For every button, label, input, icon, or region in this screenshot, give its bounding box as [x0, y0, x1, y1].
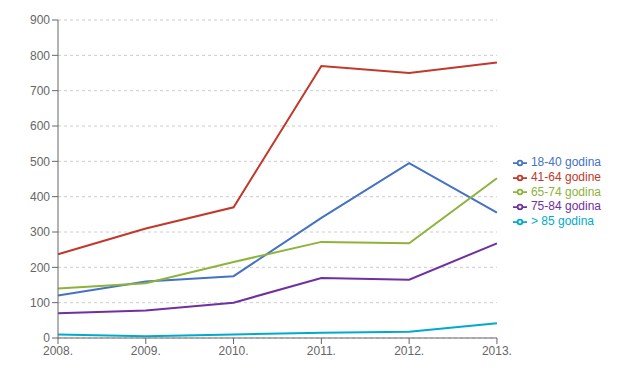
svg-text:2012.: 2012. [394, 344, 424, 358]
svg-text:2010.: 2010. [219, 344, 249, 358]
svg-text:600: 600 [30, 119, 50, 133]
svg-text:200: 200 [30, 261, 50, 275]
svg-text:2009.: 2009. [131, 344, 161, 358]
svg-text:0: 0 [43, 331, 50, 345]
svg-text:700: 700 [30, 84, 50, 98]
svg-text:300: 300 [30, 225, 50, 239]
svg-text:800: 800 [30, 49, 50, 63]
html-text:65-74 godina: 65-74 godina [530, 184, 601, 199]
html-text:> 85 godina: > 85 godina [530, 214, 594, 229]
html-text:18-40 godina: 18-40 godina [530, 154, 601, 169]
svg-text:100: 100 [30, 296, 50, 310]
svg-text:2011.: 2011. [307, 344, 336, 358]
svg-text:2008.: 2008. [43, 344, 73, 358]
svg-text:500: 500 [30, 155, 50, 169]
svg-text:400: 400 [30, 190, 50, 204]
html-text:75-84 godina: 75-84 godina [530, 199, 601, 214]
svg-text:900: 900 [30, 13, 50, 27]
html-text:41-64 godine: 41-64 godine [530, 169, 601, 184]
svg-text:2013.: 2013. [482, 344, 512, 358]
